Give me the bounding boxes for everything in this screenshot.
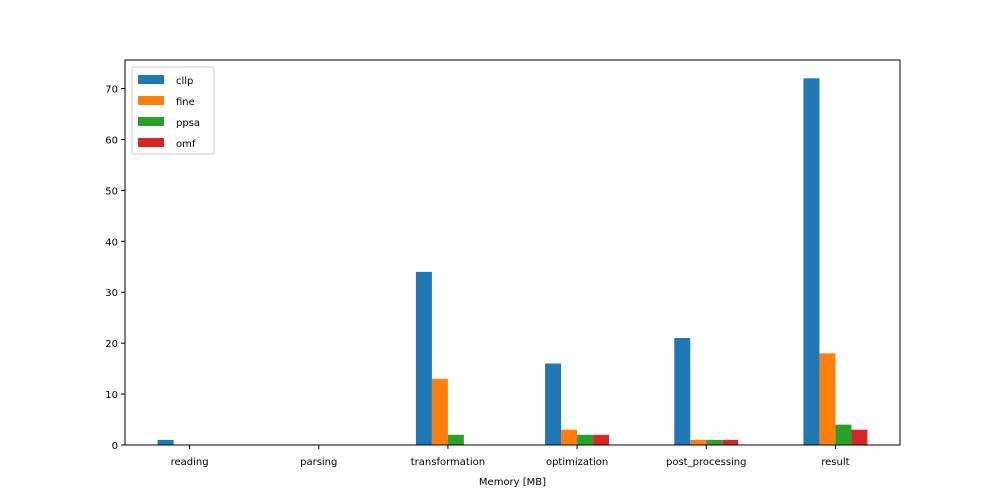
bar-cllp-post_processing — [674, 338, 691, 445]
bar-cllp-result — [803, 78, 820, 445]
y-axis: 0 10 20 30 40 50 60 70 — [105, 85, 125, 452]
y-tick-label: 10 — [105, 390, 118, 401]
bar-ppsa-transformation — [447, 434, 464, 445]
x-tick-label: optimization — [546, 457, 608, 468]
x-axis: reading parsing transformation optimization… — [171, 445, 850, 468]
bar-fine-post_processing — [690, 439, 707, 445]
x-tick-label: transformation — [411, 457, 485, 468]
legend-swatch-omf — [138, 138, 164, 147]
legend-swatch-fine — [138, 96, 164, 105]
bar-fine-result — [819, 353, 836, 445]
legend-box — [131, 66, 215, 155]
legend-label-ppsa: ppsa — [176, 118, 200, 129]
bar-omf-result — [851, 429, 868, 445]
bars-layer — [157, 78, 868, 445]
y-tick-label: 0 — [112, 441, 118, 452]
plot-frame — [124, 59, 901, 446]
bar-omf-optimization — [593, 434, 610, 445]
legend-label-cllp: cllp — [176, 76, 193, 87]
bar-cllp-reading — [157, 439, 174, 445]
y-tick-label: 30 — [105, 288, 118, 299]
legend-label-fine: fine — [176, 97, 195, 108]
bar-ppsa-result — [835, 424, 852, 445]
x-tick-label: parsing — [300, 457, 337, 468]
legend-swatch-ppsa — [138, 117, 164, 126]
bar-cllp-transformation — [415, 271, 432, 445]
bar-ppsa-optimization — [577, 434, 594, 445]
legend-swatch-cllp — [138, 75, 164, 84]
x-axis-label: Memory [MB] — [479, 477, 546, 488]
y-tick-label: 70 — [105, 85, 118, 96]
y-tick-label: 40 — [105, 237, 118, 248]
bar-fine-transformation — [431, 378, 448, 445]
legend: cllp fine ppsa omf — [131, 66, 215, 155]
legend-label-omf: omf — [176, 139, 196, 150]
bar-fine-optimization — [561, 429, 578, 445]
x-tick-label: post_processing — [666, 457, 747, 468]
y-tick-label: 50 — [105, 186, 118, 197]
y-tick-label: 60 — [105, 135, 118, 146]
x-tick-label: reading — [171, 457, 209, 468]
bar-ppsa-post_processing — [706, 439, 723, 445]
bar-cllp-optimization — [545, 363, 562, 445]
bar-omf-post_processing — [722, 439, 739, 445]
x-tick-label: result — [821, 457, 849, 468]
y-tick-label: 20 — [105, 339, 118, 350]
